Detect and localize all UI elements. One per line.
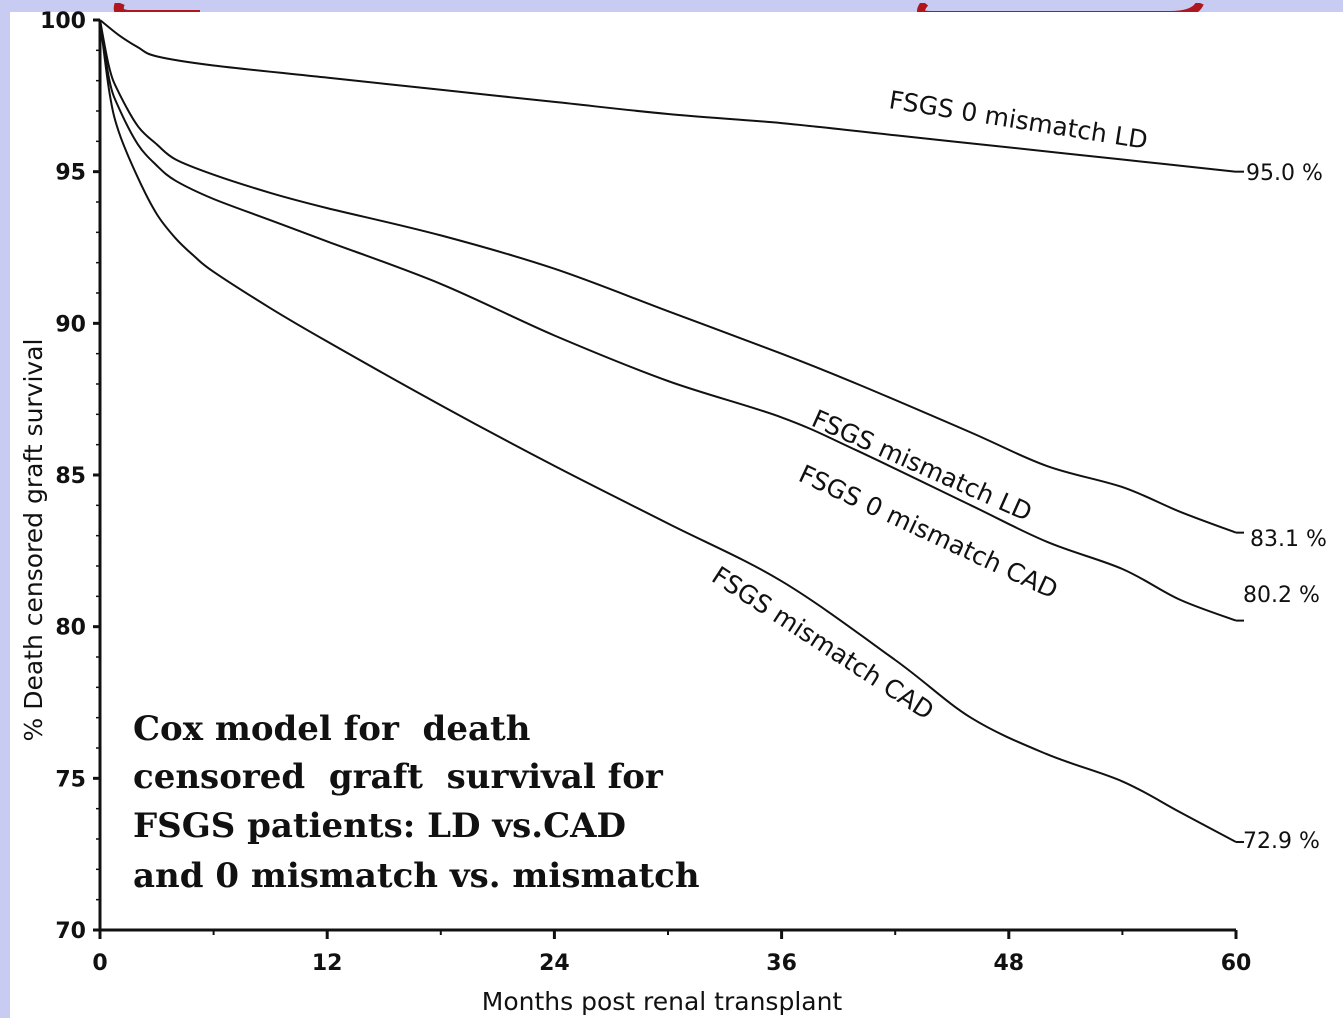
- slide-title-fragment: [113, 0, 1204, 12]
- annotation-line-3: FSGS patients: LD vs.CAD: [133, 806, 626, 846]
- y-tick-label: 100: [40, 9, 86, 34]
- end-label-0-mismatch-ld: 95.0 %: [1246, 161, 1323, 186]
- y-axis-title: % Death censored graft survival: [19, 339, 48, 742]
- y-tick-label: 70: [55, 919, 86, 944]
- y-tick-label: 95: [55, 161, 86, 186]
- annotation-line-2: censored graft survival for: [133, 757, 664, 797]
- series-line-1: [99, 19, 1237, 534]
- chart-background: [10, 12, 1343, 1018]
- y-tick-label: 90: [55, 312, 86, 337]
- series-layer: [99, 19, 1244, 844]
- end-labels: 95.0 % 83.1 % 80.2 % 72.9 %: [1243, 161, 1327, 854]
- slide-title-strip: [0, 0, 1343, 12]
- x-tick-label: 36: [766, 951, 797, 976]
- end-label-mismatch-ld: 83.1 %: [1250, 527, 1327, 552]
- x-axis-title: Months post renal transplant: [482, 987, 843, 1016]
- x-tick-label: 12: [312, 951, 343, 976]
- x-tick-label: 24: [539, 951, 570, 976]
- end-label-mismatch-cad: 72.9 %: [1243, 829, 1320, 854]
- x-tick-label: 48: [993, 951, 1024, 976]
- y-tick-label: 80: [55, 616, 86, 641]
- axes: 70 75 80 85 90 95 100 0 12 24 36 48 60: [40, 9, 1251, 976]
- y-tick-label: 75: [55, 767, 86, 792]
- model-annotation: Cox model for death censored graft survi…: [133, 709, 700, 896]
- series-line-0: [99, 19, 1237, 173]
- series-line-3: [99, 19, 1237, 843]
- x-tick-label: 60: [1221, 951, 1252, 976]
- y-tick-label: 85: [55, 464, 86, 489]
- annotation-line-1: Cox model for death: [133, 709, 530, 749]
- x-tick-label: 0: [92, 951, 107, 976]
- annotation-line-4: and 0 mismatch vs. mismatch: [133, 856, 700, 896]
- series-line-2: [99, 19, 1237, 622]
- end-label-0-mismatch-cad: 80.2 %: [1243, 583, 1320, 608]
